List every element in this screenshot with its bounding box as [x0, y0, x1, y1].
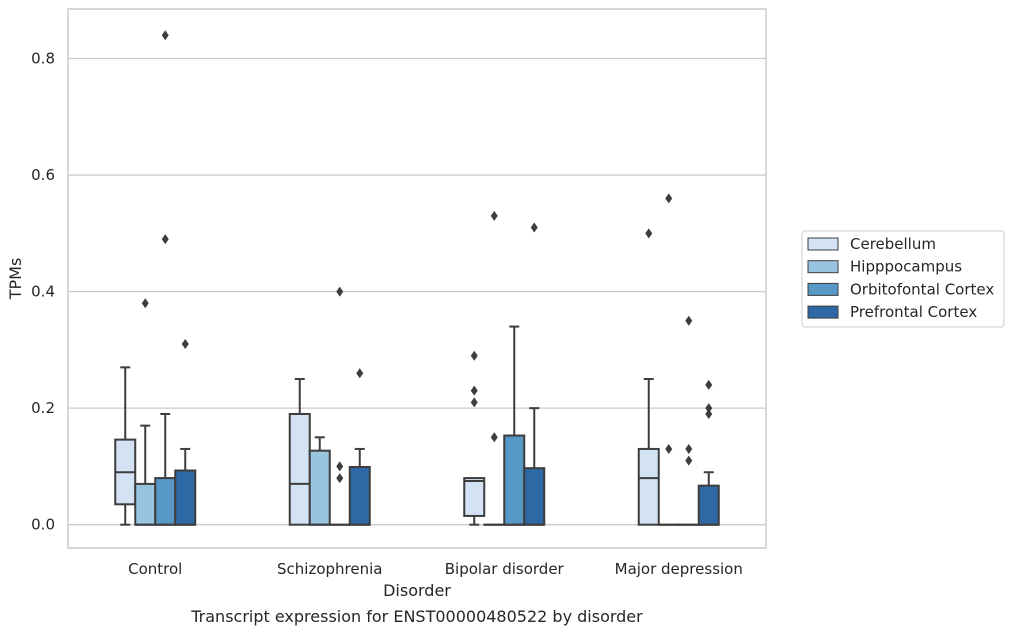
box-hipppocampus [308, 436, 331, 526]
outlier-point [685, 455, 693, 466]
plot-area-frame [67, 8, 767, 549]
legend-frame [801, 230, 1005, 328]
y-tick-label: 0.4 [31, 283, 55, 301]
outlier-point [470, 350, 478, 361]
outlier-point [161, 30, 169, 41]
box [134, 482, 157, 526]
outlier-point [705, 403, 713, 414]
outlier-point [490, 210, 498, 221]
outlier-point [645, 228, 653, 239]
y-tick-labels: 0.0 0.2 0.4 0.6 0.8 [31, 50, 55, 534]
box-orbitofontal-cortex [677, 315, 700, 526]
y-tick-label: 0.6 [31, 166, 55, 184]
box [503, 434, 526, 526]
box [697, 484, 720, 526]
outlier-point [336, 473, 344, 484]
outlier-point [705, 379, 713, 390]
outlier-point [336, 286, 344, 297]
x-tick-labels: Control Schizophrenia Bipolar disorder Majo… [128, 560, 743, 578]
outlier-point [490, 432, 498, 443]
chart-caption: Transcript expression for ENST0000048052… [190, 607, 643, 626]
outlier-point [665, 443, 673, 454]
outlier-point [705, 408, 713, 419]
box-orbitofontal-cortex [503, 325, 526, 526]
box-hipppocampus [657, 193, 680, 526]
outlier-point [181, 339, 189, 350]
outlier-point [470, 385, 478, 396]
box-prefrontal-cortex [697, 379, 720, 526]
legend-label: Cerebellum [850, 235, 936, 253]
y-tick-label: 0.8 [31, 50, 55, 68]
box [637, 447, 660, 526]
legend-label: Orbitofontal Cortex [850, 280, 994, 298]
outlier-point [141, 298, 149, 309]
box-layer [114, 30, 720, 526]
legend-swatch [807, 260, 839, 274]
legend-swatch [807, 282, 839, 296]
x-tick-label: Bipolar disorder [445, 560, 565, 578]
legend-label: Hipppocampus [850, 258, 962, 276]
legend-swatch [807, 237, 839, 251]
y-axis-label: TPMs [6, 258, 25, 301]
x-tick-label: Major depression [615, 560, 743, 578]
box [523, 467, 546, 526]
box-cerebellum [463, 350, 486, 526]
gridlines [68, 57, 766, 526]
x-tick-label: Schizophrenia [277, 560, 382, 578]
outlier-point [685, 315, 693, 326]
box [348, 466, 371, 526]
box-cerebellum [637, 228, 660, 526]
box-hipppocampus [134, 298, 157, 526]
box-orbitofontal-cortex [154, 30, 177, 526]
outlier-point [336, 461, 344, 472]
box-prefrontal-cortex [174, 339, 197, 526]
box-prefrontal-cortex [348, 368, 371, 526]
box [463, 477, 486, 517]
outlier-point [161, 234, 169, 245]
box-cerebellum [288, 378, 311, 526]
outlier-point [530, 222, 538, 233]
legend: Cerebellum Hipppocampus Orbitofontal Corte… [801, 230, 1005, 328]
box-prefrontal-cortex [523, 222, 546, 526]
outlier-point [665, 193, 673, 204]
legend-label: Prefrontal Cortex [850, 303, 977, 321]
box [174, 469, 197, 526]
outlier-point [356, 368, 364, 379]
box-orbitofontal-cortex [328, 286, 351, 526]
box-cerebellum [114, 366, 137, 526]
x-tick-label: Control [128, 560, 182, 578]
box-hipppocampus [483, 210, 506, 526]
box [154, 477, 177, 526]
box [288, 412, 311, 526]
outlier-point [470, 397, 478, 408]
box [308, 449, 331, 526]
y-tick-label: 0.2 [31, 399, 55, 417]
y-tick-label: 0.0 [31, 516, 55, 534]
outlier-point [685, 443, 693, 454]
legend-swatch [807, 305, 839, 319]
x-axis-label: Disorder [383, 581, 451, 600]
